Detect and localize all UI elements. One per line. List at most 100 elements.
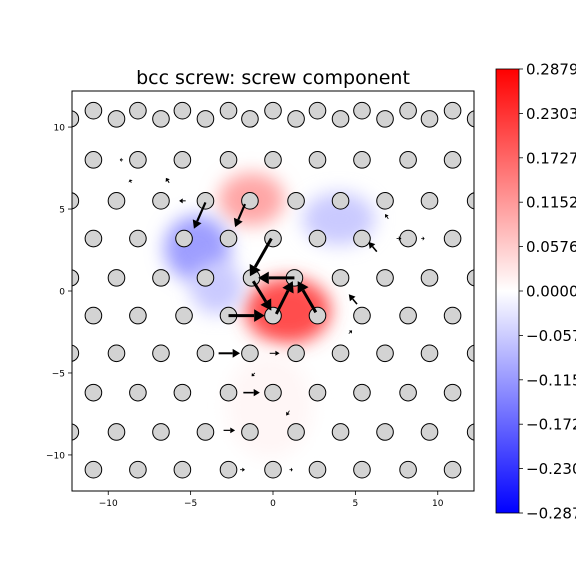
displacement-arrow bbox=[240, 467, 245, 472]
displacement-arrow bbox=[396, 236, 402, 241]
arrow-head bbox=[253, 388, 260, 397]
arrow-head bbox=[282, 281, 294, 294]
x-tick-label: 5 bbox=[353, 499, 359, 509]
x-tick-label: −5 bbox=[184, 499, 197, 509]
atom-marker bbox=[308, 229, 327, 248]
arrow-layer bbox=[119, 157, 425, 472]
displacement-arrow bbox=[218, 348, 241, 358]
atom-marker bbox=[308, 383, 327, 402]
arrow-head bbox=[297, 281, 309, 294]
atom-marker bbox=[72, 269, 80, 287]
arrow-shaft bbox=[301, 289, 318, 314]
atom-marker bbox=[196, 110, 215, 128]
arrow-head bbox=[348, 330, 353, 334]
atom-marker bbox=[107, 269, 126, 287]
colorbar-tick-label: −0.1152 bbox=[526, 371, 576, 389]
x-tick-label: −10 bbox=[99, 499, 118, 509]
displacement-arrow bbox=[243, 388, 260, 397]
atom-marker bbox=[376, 423, 394, 441]
atom-marker bbox=[152, 110, 170, 128]
arrow-shaft bbox=[287, 410, 290, 414]
atom-marker bbox=[399, 306, 417, 325]
y-tick-label: −10 bbox=[46, 451, 65, 461]
displacement-arrow bbox=[421, 236, 425, 241]
displacement-arrow bbox=[223, 427, 236, 434]
atom-marker bbox=[241, 110, 259, 128]
atom-marker bbox=[308, 460, 327, 479]
displacement-arrow bbox=[192, 202, 207, 229]
x-tick-label: 10 bbox=[432, 499, 444, 509]
atom-marker bbox=[219, 101, 238, 120]
atom-marker bbox=[107, 192, 126, 210]
atom-marker bbox=[107, 110, 126, 128]
arrow-head bbox=[230, 427, 236, 434]
arrow-head bbox=[233, 217, 243, 228]
atom-marker bbox=[72, 344, 80, 362]
atom-marker bbox=[84, 101, 103, 120]
y-tick-label: 10 bbox=[54, 124, 66, 134]
colorbar-bar bbox=[495, 68, 520, 514]
atom-marker bbox=[331, 269, 350, 287]
atom-marker bbox=[173, 101, 192, 120]
atom-marker bbox=[173, 151, 192, 169]
displacement-arrow bbox=[165, 177, 170, 184]
arrow-head bbox=[275, 350, 280, 356]
atom-marker bbox=[107, 423, 126, 441]
atom-marker bbox=[331, 110, 350, 128]
displacement-arrow bbox=[233, 203, 247, 228]
atom-marker bbox=[308, 306, 327, 325]
atom-marker bbox=[443, 101, 462, 120]
atom-marker bbox=[175, 229, 193, 248]
atom-marker bbox=[443, 383, 462, 402]
atom-marker bbox=[152, 192, 170, 210]
atom-marker bbox=[84, 460, 103, 479]
arrow-head bbox=[286, 411, 290, 416]
arrow-head bbox=[179, 198, 183, 204]
arrow-shaft bbox=[371, 245, 378, 253]
arrow-head bbox=[254, 309, 265, 322]
atom-marker bbox=[287, 192, 305, 210]
arrow-shaft bbox=[274, 289, 290, 315]
atom-marker bbox=[466, 192, 474, 210]
atom-marker bbox=[308, 151, 327, 169]
atom-marker bbox=[264, 460, 282, 479]
colorbar-tick-label: −0.2879 bbox=[526, 505, 576, 523]
colorbar: 0.2879 0.2303 0.1727 0.1152 0.0576 0.0000 −0.0… bbox=[495, 61, 576, 523]
arrow-head bbox=[348, 294, 356, 302]
arrow-head bbox=[192, 219, 202, 229]
arrow-head bbox=[242, 467, 245, 472]
atom-marker bbox=[241, 423, 259, 441]
atom-marker bbox=[376, 192, 394, 210]
atom-marker bbox=[443, 229, 462, 248]
atom-marker bbox=[152, 269, 170, 287]
atom-marker bbox=[308, 101, 327, 120]
atom-marker bbox=[353, 151, 371, 169]
displacement-arrow bbox=[251, 372, 256, 377]
arrow-head bbox=[368, 241, 376, 249]
atom-marker bbox=[331, 192, 350, 210]
colorbar-tick-label: 0.0000 bbox=[526, 283, 576, 301]
colorbar-tick-label: −0.2303 bbox=[526, 460, 576, 478]
atom-marker bbox=[331, 344, 350, 363]
displacement-arrow bbox=[348, 330, 353, 334]
arrow-shaft bbox=[348, 331, 351, 334]
atom-marker bbox=[152, 344, 170, 363]
displacement-arrow bbox=[269, 350, 280, 356]
y-tick-label: −5 bbox=[52, 369, 65, 379]
atom-marker bbox=[399, 229, 417, 248]
arrow-shaft bbox=[196, 202, 207, 222]
atom-marker bbox=[72, 423, 80, 441]
arrow-shaft bbox=[167, 180, 170, 184]
atom-marker bbox=[196, 192, 215, 210]
atom-marker bbox=[264, 101, 282, 120]
atom-marker bbox=[466, 344, 474, 362]
atom-marker bbox=[129, 383, 147, 402]
displacement-arrow bbox=[119, 157, 124, 162]
atom-marker bbox=[287, 423, 305, 441]
arrow-head bbox=[232, 348, 241, 358]
displacement-arrow bbox=[179, 198, 186, 204]
arrow-shaft bbox=[237, 203, 247, 221]
arrow-shaft bbox=[251, 280, 268, 303]
colorbar-tick-label: 0.2303 bbox=[526, 105, 576, 123]
